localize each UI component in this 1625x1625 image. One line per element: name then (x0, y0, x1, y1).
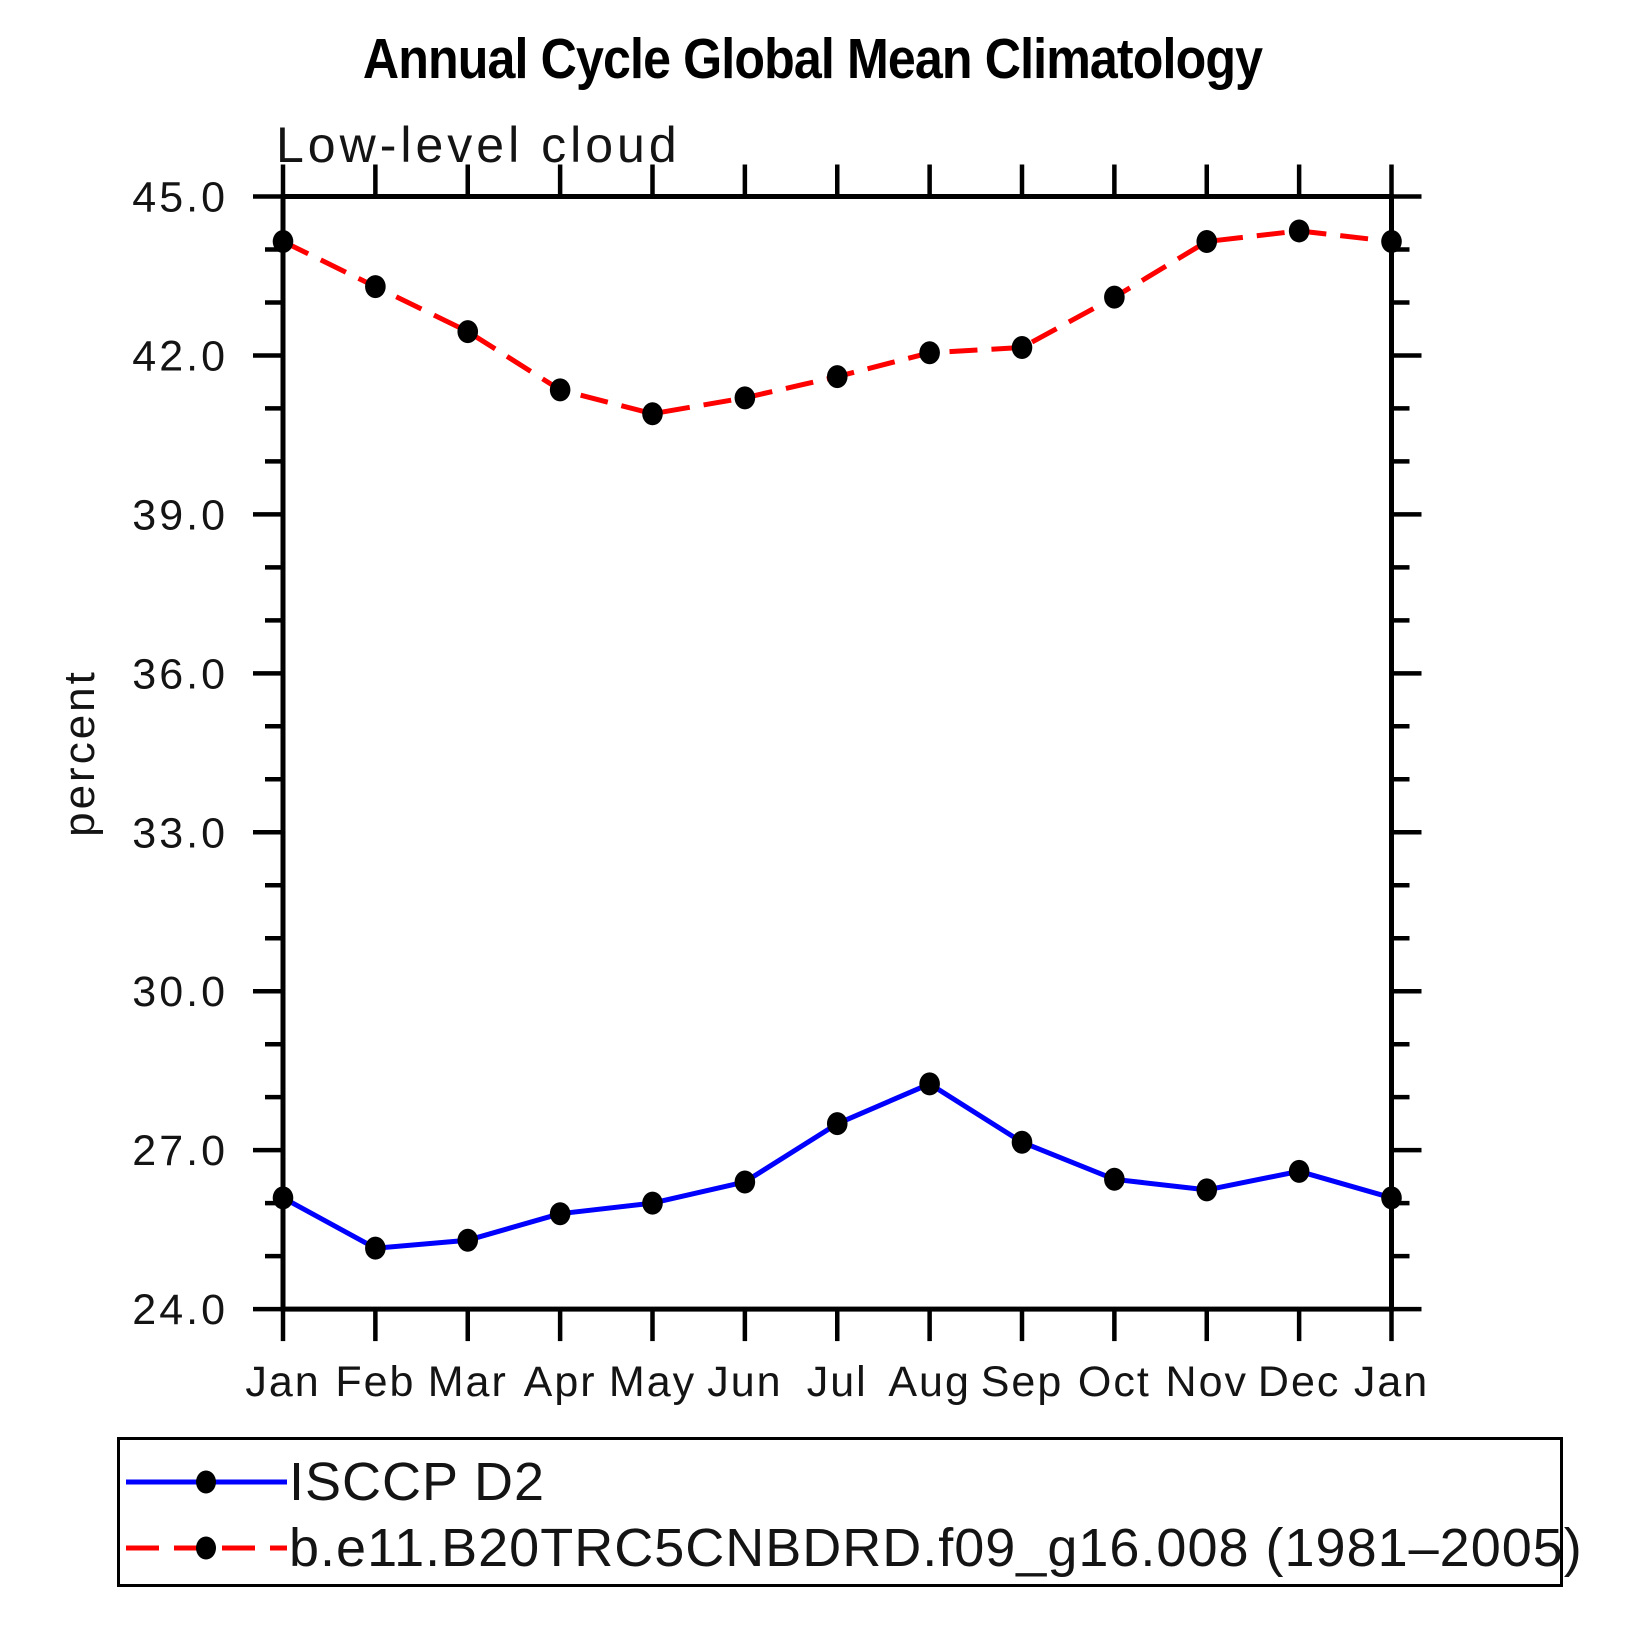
month-label: Dec (1258, 1358, 1340, 1406)
legend-entry-model-run: b.e11.B20TRC5CNBDRD.f09_g16.008 (1981–20… (126, 1514, 1583, 1582)
data-point-marker (1011, 335, 1033, 359)
data-point-marker (642, 402, 663, 426)
month-label: Jun (707, 1358, 782, 1406)
legend-label-model-run: b.e11.B20TRC5CNBDRD.f09_g16.008 (1981–20… (289, 1518, 1583, 1578)
data-point-marker (365, 1236, 386, 1260)
data-point-marker (919, 1072, 940, 1096)
chart-title: Annual Cycle Global Mean Climatology (362, 27, 1263, 91)
data-point-marker (826, 1112, 848, 1136)
month-label: Jan (1354, 1358, 1429, 1406)
data-point-marker (1011, 1130, 1033, 1154)
data-point-marker (1288, 219, 1310, 243)
y-tick-label: 33.0 (132, 809, 228, 857)
data-point-marker (1196, 230, 1218, 254)
data-point-marker (1288, 1159, 1310, 1183)
month-label: May (609, 1358, 696, 1406)
legend: ISCCP D2 b.e11.B20TRC5CNBDRD.f09_g16.008… (117, 1437, 1582, 1587)
data-point-marker (734, 1170, 756, 1194)
month-label: Nov (1166, 1358, 1248, 1406)
legend-label-isccp-d2: ISCCP D2 (289, 1452, 546, 1512)
data-point-marker (1381, 230, 1402, 254)
data-point-marker (549, 378, 571, 402)
data-point-marker (1104, 285, 1125, 309)
month-label: Mar (428, 1358, 508, 1406)
month-label: Feb (335, 1358, 415, 1406)
data-point-marker (1196, 1178, 1218, 1202)
data-point-marker (919, 341, 940, 365)
y-tick-label: 24.0 (132, 1286, 228, 1334)
data-point-marker (365, 275, 386, 299)
data-point-marker (734, 386, 756, 410)
y-tick-label: 42.0 (132, 332, 228, 380)
y-tick-label: 39.0 (132, 491, 228, 539)
data-point-marker (457, 1228, 479, 1252)
data-point-marker (272, 1186, 294, 1210)
chart-subtitle: Low-level cloud (276, 117, 681, 173)
legend-marker-dot (196, 1470, 216, 1494)
plot-frame (280, 194, 1394, 1312)
series-line-isccp-d2 (281, 1081, 1393, 1251)
month-label: Sep (981, 1358, 1064, 1406)
data-point-marker (457, 320, 479, 344)
y-tick-label: 30.0 (132, 968, 228, 1016)
month-label: Apr (524, 1358, 597, 1406)
month-label: Oct (1078, 1358, 1151, 1406)
month-label: Jan (245, 1358, 320, 1406)
data-point-marker (642, 1191, 663, 1215)
data-point-marker (1104, 1167, 1125, 1191)
month-label: Jul (807, 1358, 868, 1406)
data-point-marker (272, 230, 294, 254)
legend-marker-dot (196, 1536, 216, 1560)
legend-entry-isccp-d2: ISCCP D2 (126, 1448, 545, 1516)
y-tick-label: 27.0 (132, 1127, 228, 1175)
y-tick-label: 36.0 (132, 650, 228, 698)
y-tick-label: 45.0 (132, 174, 228, 222)
month-label: Aug (888, 1358, 971, 1406)
data-point-marker (549, 1202, 571, 1226)
data-point-marker (826, 365, 848, 389)
legend-line-sample-dashed-red (126, 1536, 287, 1560)
legend-line-sample-solid-blue (126, 1470, 287, 1494)
data-point-marker (1381, 1186, 1402, 1210)
